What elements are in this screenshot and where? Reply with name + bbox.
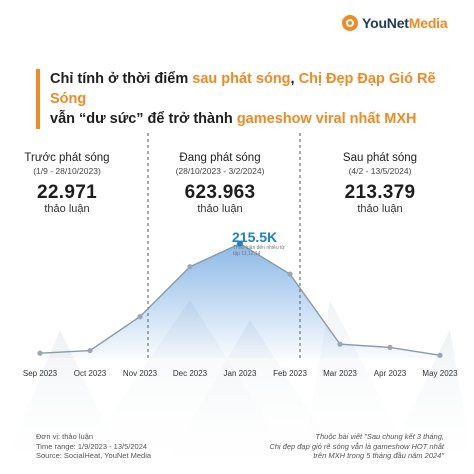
brand-logo: YouNetMedia [342, 15, 448, 31]
period-title: Sau phát sóng [342, 152, 418, 164]
period-value: 623.963 [184, 182, 256, 203]
period-range: (4/2 - 13/5/2024) [348, 166, 412, 176]
headline-highlight-1: sau phát sóng [192, 71, 291, 87]
headline-text-2: , [290, 71, 299, 87]
x-tick-label: Oct 2023 [73, 369, 107, 378]
brand-name-accent: Media [408, 15, 448, 31]
data-point [437, 352, 443, 358]
peak-value-label: 215.5K [232, 229, 278, 245]
series-area [40, 243, 440, 358]
headline-text-1: Chỉ tính ở thời điểm [50, 71, 193, 87]
x-tick-label: Nov 2023 [122, 369, 158, 378]
period-before: Trước phát sóng (1/9 - 28/10/2023) 22.97… [0, 152, 137, 215]
data-point [87, 347, 93, 354]
period-value: 213.379 [344, 182, 416, 203]
period-during: Đang phát sóng (28/10/2023 - 3/2/2024) 6… [150, 152, 290, 215]
period-unit: thảo luận [197, 203, 243, 215]
x-tick-label: Sep 2023 [22, 369, 58, 378]
x-tick-label: Mar 2023 [323, 369, 357, 378]
period-unit: thảo luận [357, 203, 403, 215]
data-point [37, 350, 43, 356]
data-point [287, 271, 293, 277]
brand-name: YouNetMedia [362, 15, 448, 31]
period-title: Đang phát sóng [179, 152, 261, 164]
logo-icon [342, 15, 358, 31]
footer-article: Thuộc bài viết "Sau chung kết 3 tháng, C… [234, 432, 444, 461]
brand-name-main: YouNet [362, 15, 409, 31]
data-point [337, 341, 343, 347]
headline-highlight-3: gameshow viral nhất MXH [236, 111, 417, 127]
data-point [237, 240, 243, 247]
period-title: Trước phát sóng [24, 152, 110, 164]
x-tick-label: Feb 2023 [273, 369, 307, 378]
data-point [187, 264, 193, 270]
data-point [387, 344, 393, 350]
period-value: 22.971 [37, 182, 97, 203]
period-range: (1/9 - 28/10/2023) [33, 166, 101, 176]
x-tick-label: Apr 2023 [373, 369, 407, 378]
headline-text-3: vẫn “dư sức” để trở thành [50, 111, 237, 127]
period-unit: thảo luận [44, 203, 90, 215]
period-range: (28/10/2023 - 3/2/2024) [175, 166, 265, 176]
footer-article-line: Thuộc bài viết "Sau chung kết 3 tháng, [315, 432, 444, 441]
footer-time-range: Time range: 1/9/2023 - 13/5/2024 [36, 441, 148, 451]
peak-note: Thảo luận đến nhiều từ tập 11,12,14 [233, 245, 285, 257]
x-tick-label: May 2023 [422, 369, 458, 378]
x-tick-label: Jan 2023 [223, 369, 257, 378]
footer-source-text: Source: SocialHeat, YouNet Media [36, 451, 152, 460]
footer-article-line: Chị đẹp đạp gió rẽ sóng vẫn là gameshow … [269, 441, 444, 451]
footer-unit: Đơn vị: thảo luận [36, 432, 94, 441]
x-tick-label: Dec 2023 [172, 369, 208, 378]
data-point [137, 314, 143, 320]
footer-article-line: trên MXH trong 5 tháng đầu năm 2024" [313, 451, 444, 460]
headline: Chỉ tính ở thời điểm sau phát sóng, Chị … [36, 69, 470, 129]
period-after: Sau phát sóng (4/2 - 13/5/2024) 213.379 … [310, 152, 450, 215]
footer-source: Đơn vị: thảo luận Time range: 1/9/2023 -… [36, 432, 151, 461]
headline-highlight-2: Chị Đẹp Đạp Gió Rẽ Sóng [50, 71, 436, 107]
